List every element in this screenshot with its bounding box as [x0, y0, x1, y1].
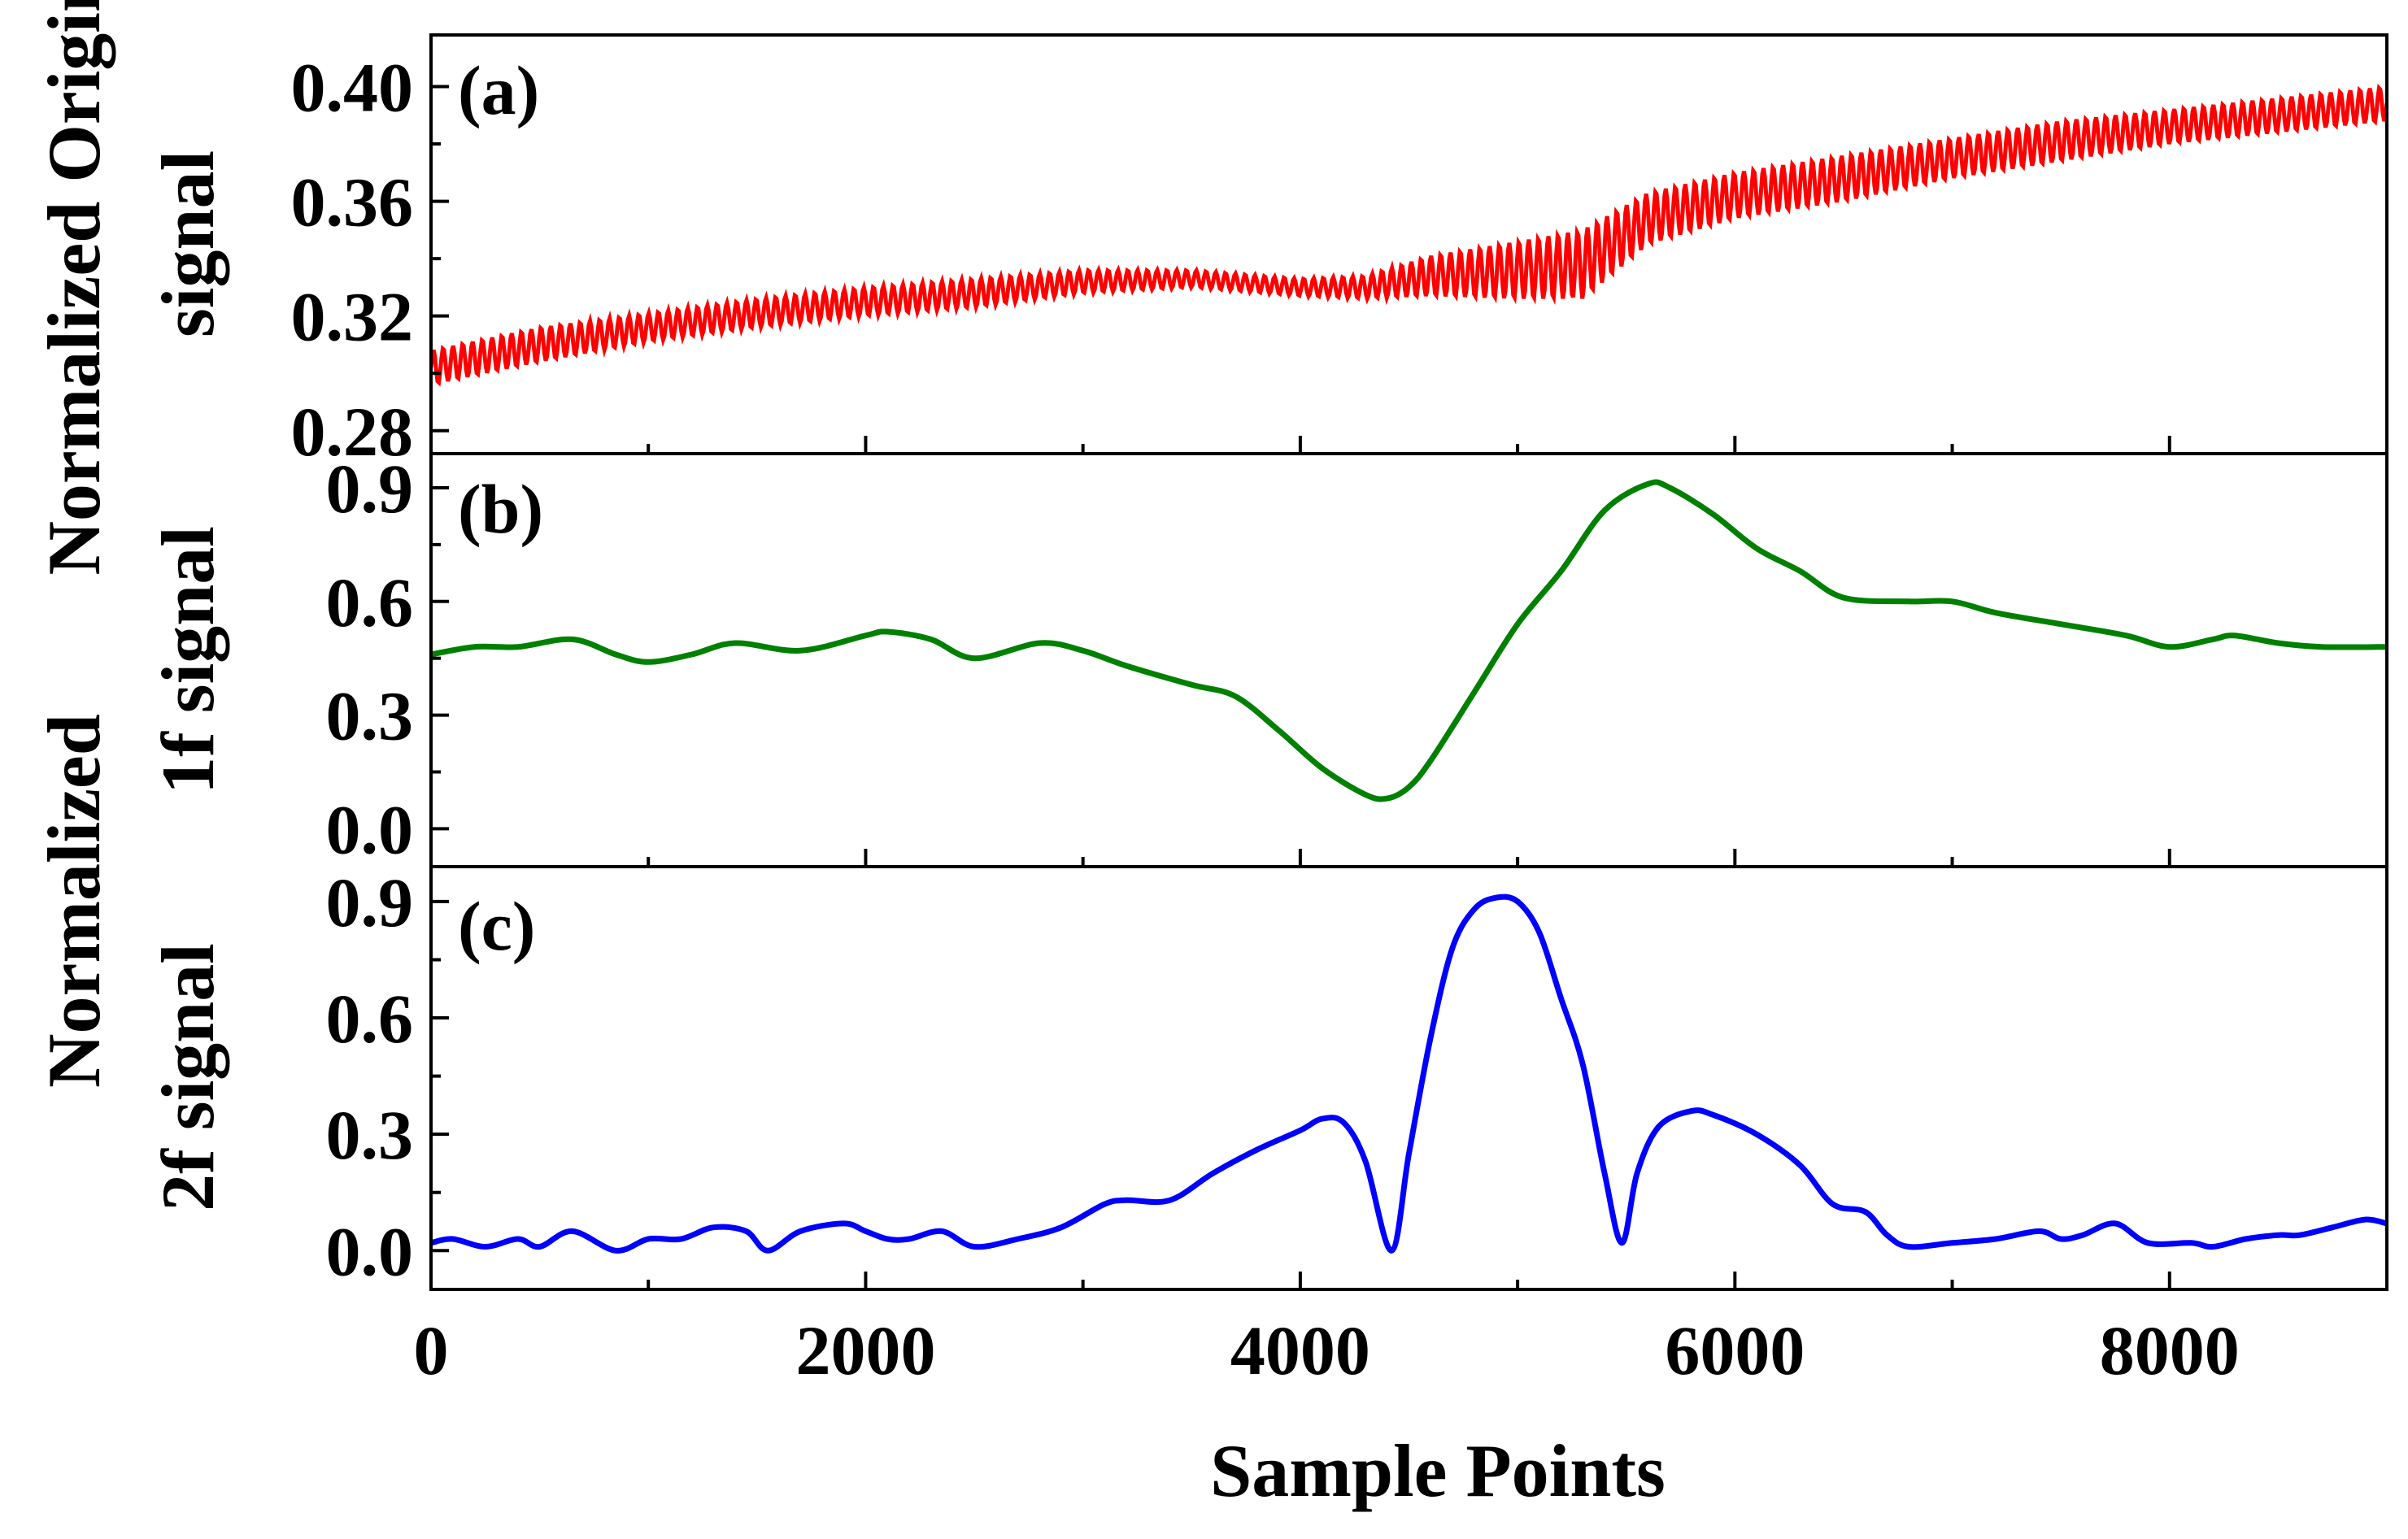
xlabel: Sample Points	[1210, 1429, 1666, 1512]
series-line-2f	[433, 893, 2385, 1254]
ytick-label-c-1: 0.3	[326, 1096, 414, 1174]
ytick-label-a-0: 0.28	[291, 393, 414, 471]
xtick-label-2: 4000	[1230, 1311, 1370, 1389]
panel-b-frame	[429, 452, 2388, 868]
xtick-label-1: 2000	[795, 1311, 935, 1389]
ytick-label-b-2: 0.6	[326, 563, 414, 641]
ytick-label-a-2: 0.36	[291, 163, 414, 241]
panel-label-c: (c)	[458, 887, 535, 965]
ylabel-panel-a: Normalized Original	[33, 0, 115, 576]
xtick-label-3: 6000	[1665, 1311, 1805, 1389]
ytick-label-b-0: 0.0	[326, 790, 414, 868]
ylabel-panel-b: 1f signal	[146, 526, 229, 794]
ytick-label-c-0: 0.0	[326, 1212, 414, 1290]
ylabel-panel-a-line2: signal	[146, 150, 229, 337]
panel-label-b: (b)	[458, 470, 543, 548]
ytick-label-a-3: 0.40	[291, 48, 414, 126]
series-line-1f	[433, 479, 2385, 802]
ytick-label-b-1: 0.3	[326, 677, 414, 755]
xtick-label-0: 0	[414, 1311, 449, 1389]
ticks-layer: 0.280.320.360.400.00.30.60.90.00.30.60.9…	[291, 48, 2240, 1389]
panel-a-frame	[429, 33, 2388, 455]
ylabel-panel-c: 2f signal	[146, 943, 229, 1211]
ytick-label-b-3: 0.9	[326, 450, 414, 528]
ytick-label-a-1: 0.32	[291, 278, 414, 356]
ytick-label-c-3: 0.9	[326, 863, 414, 941]
ylabel-shared: Normalized	[33, 714, 115, 1088]
panel-label-a: (a)	[458, 51, 539, 129]
series-line-original	[433, 83, 2385, 387]
xtick-label-4: 8000	[2100, 1311, 2240, 1389]
ytick-label-c-2: 0.6	[326, 980, 414, 1058]
panel-c-frame	[429, 865, 2388, 1291]
